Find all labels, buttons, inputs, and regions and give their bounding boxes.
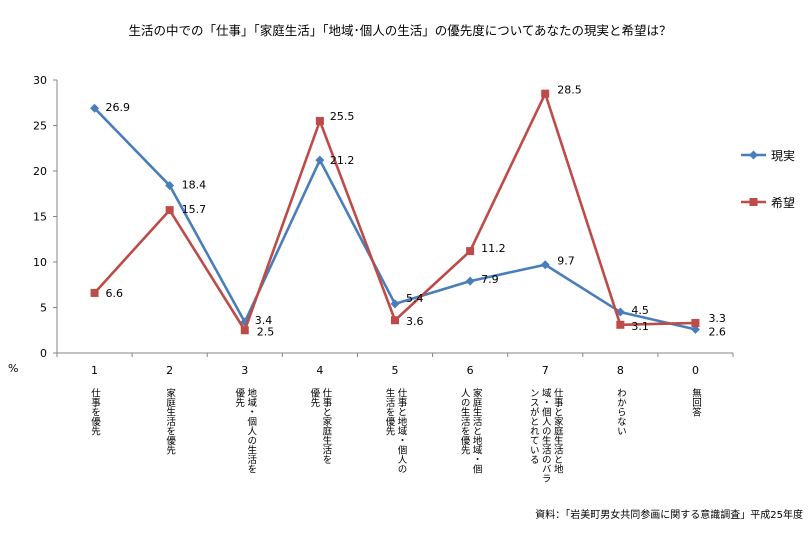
legend-marker [749, 198, 758, 206]
data-label: 3.4 [255, 314, 273, 327]
data-point-marker [165, 181, 175, 191]
data-point-marker [540, 260, 550, 270]
category-label: 仕事を優先 [89, 387, 101, 436]
data-label: 4.5 [631, 304, 649, 317]
data-label: 3.3 [708, 312, 726, 325]
data-label: 28.5 [557, 84, 582, 97]
category-label: 優先 [233, 387, 245, 408]
x-tick-label: 6 [467, 364, 474, 377]
data-point-marker [541, 89, 550, 98]
data-point-marker [465, 276, 475, 286]
x-tick-label: 5 [392, 364, 399, 377]
data-point-marker [90, 288, 99, 297]
category-label: 仕事と地域・個人の [396, 387, 408, 473]
data-label: 2.5 [257, 325, 275, 338]
data-point-marker [691, 318, 700, 327]
category-label: 優先 [308, 387, 320, 408]
y-tick-label: 20 [33, 165, 47, 178]
data-label: 25.5 [330, 110, 355, 123]
data-label: 6.6 [106, 287, 124, 300]
x-tick-label: 1 [91, 364, 98, 377]
x-tick-label: 2 [166, 364, 173, 377]
data-label: 3.1 [631, 320, 649, 333]
legend-label: 希望 [771, 195, 795, 210]
y-tick-label: 0 [40, 347, 47, 360]
data-point-marker [315, 116, 324, 125]
x-tick-label: 8 [617, 364, 624, 377]
data-point-marker [90, 103, 100, 113]
data-point-marker [466, 247, 475, 256]
x-tick-label: 4 [316, 364, 323, 377]
data-point-marker [616, 320, 625, 329]
series-line-現実 [93, 107, 696, 331]
data-point-marker [240, 326, 249, 335]
data-label: 7.9 [481, 273, 499, 286]
category-label: わからない [615, 388, 627, 436]
data-label: 2.6 [708, 325, 726, 338]
y-axis-unit-label: % [8, 362, 18, 375]
y-tick-label: 30 [33, 74, 47, 87]
category-labels-layer: 1仕事を優先2家庭生活を優先3地域・個人の生活を優先4仕事と家庭生活を優先5仕事… [89, 364, 702, 483]
category-label: 仕事と家庭生活と地 [552, 387, 564, 473]
series-layer [90, 89, 700, 335]
source-note: 資料：「岩美町男女共同参画に関する意識調査」平成25年度 [535, 508, 803, 521]
data-point-marker [390, 299, 400, 309]
chart-title: 生活の中での「仕事」「家庭生活」「地域･個人の生活」の優先度についてあなたの現実… [128, 23, 671, 38]
data-label: 11.2 [481, 242, 506, 255]
y-tick-label: 5 [40, 302, 47, 315]
data-point-marker [690, 324, 700, 334]
data-point-marker [315, 155, 325, 165]
axes: 0 5 10 15 20 25 30 [33, 74, 734, 360]
category-label: 域・個人の生活のバラ [540, 387, 552, 483]
category-label: 家庭生活を優先 [164, 387, 176, 455]
data-label: 26.9 [106, 101, 131, 114]
data-label: 3.6 [406, 315, 424, 328]
data-point-marker [165, 206, 174, 215]
category-label: 人の生活を優先 [459, 388, 471, 455]
category-label: 仕事と家庭生活を [320, 387, 332, 464]
category-label: 生活を優先 [384, 387, 396, 436]
y-tick-label: 25 [33, 120, 47, 133]
x-tick-label: 7 [542, 364, 549, 377]
category-label: 無回答 [690, 387, 702, 417]
x-tick-label: 3 [241, 364, 248, 377]
data-label: 5.4 [406, 292, 424, 305]
data-label: 21.2 [330, 154, 355, 167]
y-tick-label: 15 [33, 211, 47, 224]
category-label: ンスがとれている [528, 388, 540, 464]
y-tick-label: 10 [33, 256, 47, 269]
data-label: 18.4 [182, 179, 207, 192]
data-label: 15.7 [182, 203, 207, 216]
data-label: 9.7 [557, 255, 575, 268]
legend-marker [749, 150, 758, 160]
data-point-marker [391, 316, 399, 325]
category-label: 家庭生活と地域・個 [471, 387, 483, 474]
data-labels-layer: 26.9 18.4 3.4 21.2 5.4 7.9 9.7 4.5 2.6 6.6 15.7 2.5… [106, 84, 726, 339]
x-tick-label: 0 [692, 364, 699, 377]
legend-label: 現実 [771, 148, 795, 163]
category-label: 地域・個人の生活を [245, 387, 257, 473]
